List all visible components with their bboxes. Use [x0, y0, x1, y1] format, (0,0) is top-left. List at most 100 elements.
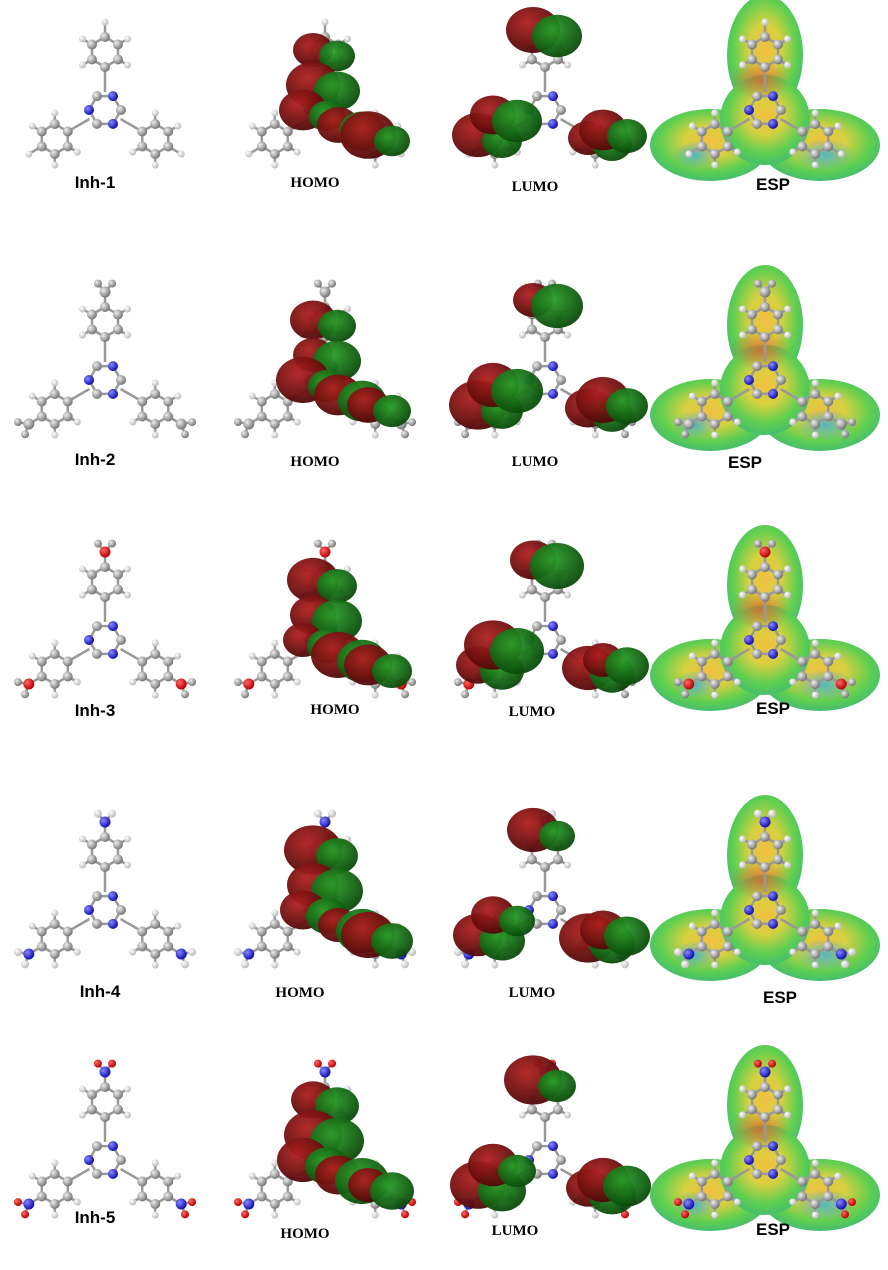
atom: [401, 430, 409, 438]
homo-orbital: [234, 810, 416, 969]
atom: [747, 40, 757, 50]
atom: [723, 412, 733, 422]
atom: [108, 361, 118, 371]
atom: [744, 905, 754, 915]
atom: [176, 949, 187, 960]
atom: [92, 119, 102, 129]
atom: [760, 1067, 771, 1078]
atom: [773, 570, 783, 580]
atom: [553, 855, 563, 865]
atom: [723, 927, 733, 937]
row: Inh-1HOMOLUMOESP: [25, 0, 880, 195]
atom: [271, 1212, 278, 1219]
orbital-lobe: [490, 628, 544, 674]
atom: [689, 1173, 696, 1180]
atom: [108, 919, 118, 929]
atom: [92, 91, 102, 101]
atom: [234, 418, 242, 426]
atom: [178, 151, 185, 158]
atom: [150, 119, 160, 129]
atom: [674, 678, 682, 686]
atom: [812, 910, 819, 917]
atom: [519, 332, 526, 339]
atom: [150, 679, 160, 689]
atom: [124, 332, 131, 339]
atom: [283, 1192, 293, 1202]
atom: [752, 649, 762, 659]
atom: [491, 162, 498, 169]
atom: [100, 547, 111, 558]
atom: [401, 1210, 409, 1218]
atom: [100, 332, 110, 342]
atom: [776, 635, 786, 645]
atom: [747, 585, 757, 595]
atom: [548, 891, 558, 901]
atom: [116, 1155, 126, 1165]
atom: [760, 832, 770, 842]
atom: [689, 123, 696, 130]
atom: [697, 127, 707, 137]
atom: [752, 621, 762, 631]
row: Inh-4HOMOLUMOESP: [14, 795, 880, 1007]
atom: [372, 692, 379, 699]
atom: [257, 412, 267, 422]
atom: [271, 432, 278, 439]
molecule-label: Inh-2: [75, 450, 116, 469]
atom: [548, 1141, 558, 1151]
atom: [710, 1199, 720, 1209]
atom: [163, 1192, 173, 1202]
atom: [37, 1192, 47, 1202]
atom: [152, 640, 159, 647]
atom: [234, 1198, 242, 1206]
atom: [739, 36, 746, 43]
atom: [491, 432, 498, 439]
atom: [63, 927, 73, 937]
atom: [723, 1192, 733, 1202]
molecule: [14, 810, 196, 969]
atom: [137, 1192, 147, 1202]
atom: [108, 1169, 118, 1179]
atom: [241, 690, 249, 698]
esp-map: [650, 525, 880, 711]
atom: [113, 40, 123, 50]
atom: [768, 540, 776, 548]
atom: [723, 1177, 733, 1187]
atom: [174, 923, 181, 930]
atom: [150, 1169, 160, 1179]
atom: [592, 162, 599, 169]
atom: [37, 1177, 47, 1187]
atom: [63, 942, 73, 952]
atom: [527, 325, 537, 335]
atom: [739, 306, 746, 313]
atom: [689, 653, 696, 660]
homo-label: HOMO: [290, 454, 339, 470]
atom: [556, 375, 566, 385]
atom: [174, 653, 181, 660]
atom: [174, 123, 181, 130]
atom: [810, 949, 820, 959]
atom: [163, 942, 173, 952]
atom: [181, 690, 189, 698]
atom: [176, 679, 187, 690]
molecule-label: Inh-1: [75, 173, 116, 192]
atom: [760, 562, 770, 572]
atom: [754, 540, 762, 548]
atom: [23, 419, 34, 430]
atom: [841, 430, 849, 438]
atom: [270, 949, 280, 959]
atom: [21, 430, 29, 438]
atom: [592, 962, 599, 969]
atom: [87, 310, 97, 320]
atom: [836, 949, 847, 960]
atom: [344, 36, 351, 43]
atom: [100, 302, 110, 312]
orbital-lobe: [499, 906, 535, 937]
atom: [257, 142, 267, 152]
orbital-lobe: [531, 284, 583, 328]
atom: [710, 919, 720, 929]
atom: [37, 412, 47, 422]
homo-orbital: [234, 280, 416, 439]
atom: [87, 855, 97, 865]
atom: [681, 430, 689, 438]
atom: [79, 1112, 86, 1119]
